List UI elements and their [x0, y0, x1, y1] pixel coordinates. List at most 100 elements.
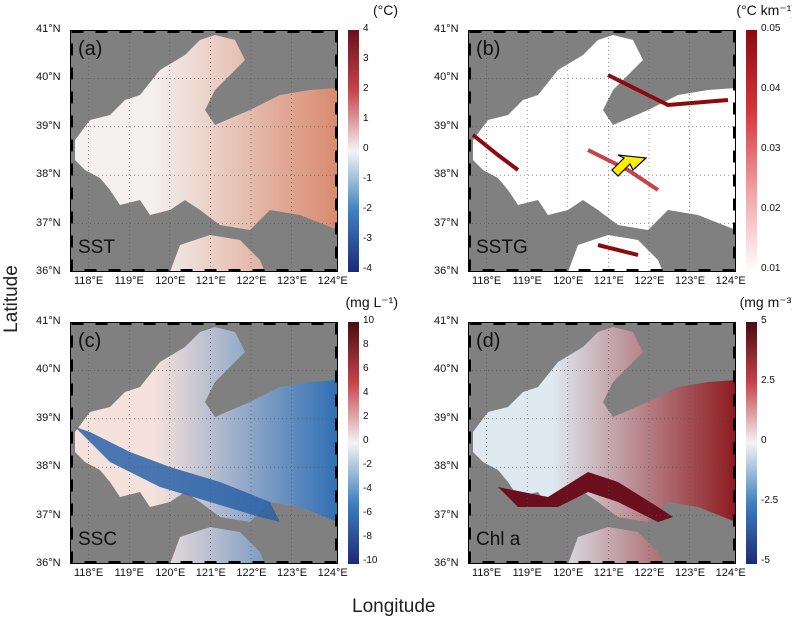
colorbar-tick-label: 10	[363, 315, 375, 326]
colorbar-tick-label: -8	[363, 531, 372, 542]
colorbar-tick-label: -5	[761, 555, 770, 566]
colorbar-unit: (mg m⁻³)	[739, 294, 792, 310]
colorbar-unit: (°C)	[372, 2, 398, 18]
lon-tick-label: 119°E	[114, 275, 144, 287]
lon-tick-label: 118°E	[472, 567, 502, 579]
colorbar-tick-label: 1	[363, 113, 369, 124]
lat-tick-label: 37°N	[434, 508, 459, 521]
lon-tick-label: 122°E	[634, 275, 665, 287]
panel-tag: (c)	[78, 330, 102, 352]
panel-variable-label: SSC	[78, 529, 118, 550]
lon-tick-label: 119°E	[114, 567, 144, 579]
colorbar-tick-label: -2	[363, 203, 372, 214]
map-frame	[70, 30, 338, 272]
colorbar-tick-label: 5	[761, 315, 767, 326]
colorbar-tick-label: 4	[363, 23, 369, 34]
lon-tick-label: 119°E	[512, 275, 542, 287]
map-border	[468, 30, 736, 272]
lon-tick-label: 121°E	[195, 275, 226, 287]
lat-tick-label: 41°N	[434, 23, 459, 35]
lon-tick-label: 118°E	[74, 567, 104, 579]
map-frame	[70, 322, 338, 564]
colorbar	[348, 322, 359, 564]
colorbar-tick-label: 2	[363, 83, 369, 94]
panel-variable-label: SSTG	[476, 237, 528, 258]
lat-tick-label: 38°N	[434, 168, 459, 181]
colorbar-tick-label: -1	[363, 173, 372, 184]
lat-tick-label: 38°N	[434, 460, 459, 473]
colorbar-tick-label: -2	[363, 459, 372, 470]
colorbar	[348, 30, 359, 272]
colorbar-tick-label: 0	[363, 435, 369, 446]
lon-tick-label: 122°E	[634, 567, 665, 579]
lat-tick-label: 36°N	[36, 265, 61, 277]
lat-tick-label: 36°N	[434, 557, 459, 569]
colorbar-tick-label: 0.01	[761, 263, 781, 274]
map-panel-1	[70, 30, 338, 272]
lon-tick-label: 120°E	[155, 275, 186, 287]
map-border	[468, 322, 736, 564]
colorbar-tick-label: 0.02	[761, 203, 781, 214]
panel-tag: (d)	[476, 330, 501, 352]
colorbar-tick-label: -4	[363, 263, 372, 274]
lon-tick-label: 123°E	[277, 567, 308, 579]
lat-tick-label: 39°N	[36, 119, 61, 132]
colorbar-unit: (°C km⁻¹)	[736, 2, 792, 18]
lon-tick-label: 122°E	[236, 275, 267, 287]
lon-tick-label: 121°E	[195, 567, 226, 579]
lat-tick-label: 37°N	[36, 508, 61, 521]
y-axis-label: Latitude	[0, 265, 22, 333]
colorbar-tick-label: 2	[363, 411, 369, 422]
colorbar-tick-label: 0	[363, 143, 369, 154]
lon-tick-label: 124°E	[317, 275, 348, 287]
colorbar-tick-label: -6	[363, 507, 372, 518]
lon-tick-label: 123°E	[277, 275, 308, 287]
gradient-front	[607, 73, 729, 108]
colorbar	[746, 322, 757, 564]
lat-tick-label: 40°N	[434, 363, 459, 376]
lon-tick-label: 120°E	[155, 567, 186, 579]
map-frame	[468, 30, 736, 272]
colorbar-tick-label: 3	[363, 53, 369, 64]
lat-tick-label: 38°N	[36, 168, 61, 181]
colorbar	[746, 30, 757, 272]
sea-field	[75, 35, 338, 272]
panel-tag: (a)	[78, 38, 103, 60]
colorbar-tick-label: 2.5	[761, 375, 775, 386]
colorbar-unit: (mg L⁻¹)	[345, 294, 399, 310]
map-border	[70, 30, 338, 272]
gradient-front	[587, 148, 660, 192]
lat-tick-label: 40°N	[36, 71, 61, 84]
lat-tick-label: 39°N	[36, 411, 61, 424]
sea-field	[473, 327, 736, 564]
panel-variable-label: Chl a	[476, 529, 521, 550]
map-panel-3	[70, 322, 338, 564]
lat-tick-label: 41°N	[36, 315, 61, 327]
map-panel-4	[468, 322, 736, 564]
colorbar-tick-label: 0.04	[761, 83, 781, 94]
colorbar-tick-label: 6	[363, 363, 369, 374]
lon-tick-label: 123°E	[675, 275, 706, 287]
lat-tick-label: 38°N	[36, 460, 61, 473]
lat-tick-label: 41°N	[434, 315, 459, 327]
colorbar-tick-label: 0.03	[761, 143, 781, 154]
gradient-front	[471, 133, 520, 172]
panel-tag: (b)	[476, 38, 501, 60]
colorbar-tick-label: 0.05	[761, 23, 781, 34]
colorbar-tick-label: 4	[363, 387, 369, 398]
lat-tick-label: 39°N	[434, 411, 459, 424]
high-chl-zone	[498, 472, 673, 522]
high-ssc-zone	[75, 427, 280, 522]
lat-tick-label: 40°N	[434, 71, 459, 84]
lat-tick-label: 36°N	[36, 557, 61, 569]
lat-tick-label: 37°N	[36, 216, 61, 229]
lon-tick-label: 120°E	[553, 275, 584, 287]
lon-tick-label: 121°E	[593, 275, 624, 287]
lon-tick-label: 124°E	[317, 567, 348, 579]
map-panel-2	[468, 30, 736, 272]
lon-tick-label: 118°E	[74, 275, 104, 287]
colorbar-tick-label: -10	[363, 555, 378, 566]
x-axis-label: Longitude	[352, 596, 436, 617]
lon-tick-label: 119°E	[512, 567, 542, 579]
